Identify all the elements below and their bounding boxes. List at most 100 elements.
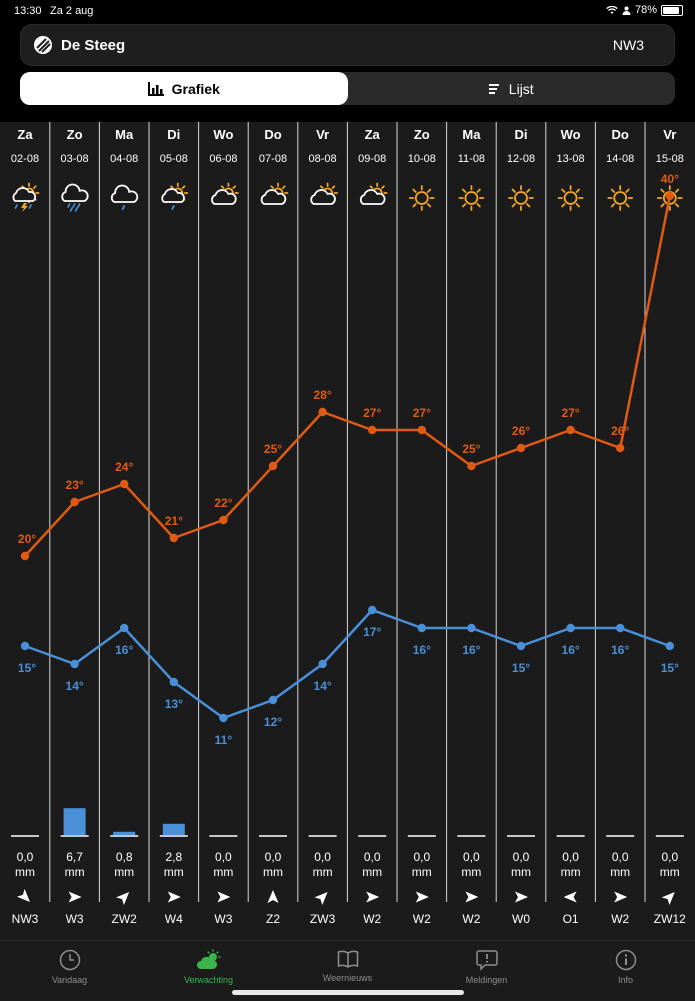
day-date: 15-08: [656, 153, 684, 165]
rain-unit: mm: [15, 865, 35, 879]
sun-cloud-drizzle-icon: [161, 182, 189, 210]
nav-vandaag[interactable]: Vandaag: [0, 941, 139, 1001]
wind-direction-icon: [614, 891, 628, 903]
max-temp-point: [120, 479, 129, 489]
max-temp-point: [467, 461, 476, 471]
max-temp-label: 23°: [66, 478, 84, 492]
min-temp-point: [318, 659, 327, 669]
thunderstorm-sun-icon: [12, 182, 40, 212]
day-date: 07-08: [259, 153, 287, 165]
max-temp-point: [566, 425, 575, 435]
location-bar[interactable]: De Steeg NW3: [20, 24, 675, 66]
wind-speed: W3: [214, 912, 232, 926]
sun-icon: [408, 185, 435, 211]
day-date: 12-08: [507, 153, 535, 165]
wind-speed: W0: [512, 912, 530, 926]
min-temp-label: 14°: [66, 679, 84, 693]
nav-meldingen[interactable]: Meldingen: [417, 941, 556, 1001]
day-name: Do: [264, 127, 281, 142]
partly-cloudy-icon: [310, 182, 339, 205]
book-icon: [337, 950, 358, 968]
day-date: 06-08: [209, 153, 237, 165]
day-name: Do: [612, 127, 629, 142]
min-temp-label: 12°: [264, 715, 282, 729]
day-date: 14-08: [606, 153, 634, 165]
min-temp-point: [368, 605, 377, 615]
tab-lijst[interactable]: Lijst: [348, 72, 676, 105]
max-temp-point: [616, 443, 625, 453]
wind-speed: W2: [413, 912, 431, 926]
wind-direction-icon: [68, 891, 82, 903]
rain-bar: [162, 823, 185, 835]
day-date: 05-08: [160, 153, 188, 165]
sun-icon: [508, 185, 534, 211]
min-temp-point: [417, 623, 426, 633]
wind-direction-icon: [515, 891, 528, 903]
home-indicator[interactable]: [232, 990, 464, 995]
info-icon: [615, 949, 636, 971]
rain-amount: 0,8: [116, 850, 133, 864]
rain-amount: 0,0: [413, 850, 430, 864]
wind-direction-icon: [366, 891, 380, 903]
nav-verwachting[interactable]: Verwachting: [139, 941, 278, 1001]
wind-direction-icon: [217, 891, 231, 903]
rain-unit: mm: [313, 865, 333, 879]
nav-vandaag-label: Vandaag: [51, 975, 88, 985]
min-temp-label: 11°: [215, 733, 233, 747]
speech-bubble-icon: [475, 950, 498, 971]
nav-info[interactable]: Info: [556, 941, 695, 1001]
rain-unit: mm: [65, 865, 85, 879]
rain-amount: 0,0: [661, 850, 678, 864]
rain-amount: 6,7: [66, 850, 83, 864]
max-temp-label: 21°: [165, 514, 183, 528]
wind-direction-icon: [563, 891, 577, 903]
day-date: 04-08: [110, 153, 138, 165]
wind-direction-icon: [116, 892, 130, 906]
rain-unit: mm: [412, 865, 432, 879]
max-temp-point: [219, 515, 228, 525]
day-date: 08-08: [309, 153, 337, 165]
rain-unit: mm: [362, 865, 382, 879]
min-temp-point: [20, 641, 30, 651]
nav-weernieuws-label: Weernieuws: [322, 973, 373, 983]
max-temp-label: 27°: [363, 406, 381, 420]
max-temp-label: 28°: [314, 388, 332, 402]
rain-unit: mm: [610, 865, 630, 879]
nav-verwachting-label: Verwachting: [183, 975, 234, 985]
day-name: Za: [17, 127, 33, 142]
rain-amount: 0,0: [265, 850, 282, 864]
day-name: Di: [515, 127, 528, 142]
min-temp-label: 15°: [18, 661, 36, 675]
light-rain-icon: [110, 184, 139, 210]
rain-unit: mm: [511, 865, 531, 879]
wind-speed: W2: [462, 912, 480, 926]
max-temp-point: [516, 443, 526, 453]
min-temp-point: [566, 623, 575, 633]
tab-lijst-label: Lijst: [508, 80, 534, 97]
battery-icon: [661, 4, 683, 16]
partly-cloudy-icon: [211, 182, 239, 205]
min-temp-point: [616, 623, 625, 633]
wind-speed: ZW3: [310, 912, 336, 926]
forecast-chart: Za02-080,0mmNW3Zo03-086,7mmW3Ma04-080,8m…: [0, 122, 695, 940]
max-temp-label: 26°: [611, 424, 629, 438]
wind-direction-icon: [267, 890, 279, 903]
day-date: 13-08: [557, 153, 585, 165]
min-temp-point: [169, 677, 178, 687]
status-bar: 13:30 Za 2 aug 78%: [0, 0, 695, 22]
nav-weernieuws[interactable]: Weernieuws: [278, 941, 417, 1001]
min-temp-point: [70, 659, 79, 669]
battery-percent: 78%: [634, 4, 657, 16]
max-temp-point: [70, 497, 79, 507]
current-wind: NW3: [612, 37, 644, 53]
tab-grafiek[interactable]: Grafiek: [20, 72, 348, 105]
rain-unit: mm: [213, 865, 233, 879]
max-temp-point: [368, 425, 377, 435]
min-temp-label: 13°: [165, 697, 183, 711]
wind-direction-icon: [167, 891, 181, 903]
min-temp-label: 16°: [611, 643, 629, 657]
rain-unit: mm: [263, 865, 283, 879]
day-name: Ma: [462, 127, 481, 142]
max-temp-label: 25°: [462, 442, 480, 456]
rain-bar: [63, 808, 86, 835]
